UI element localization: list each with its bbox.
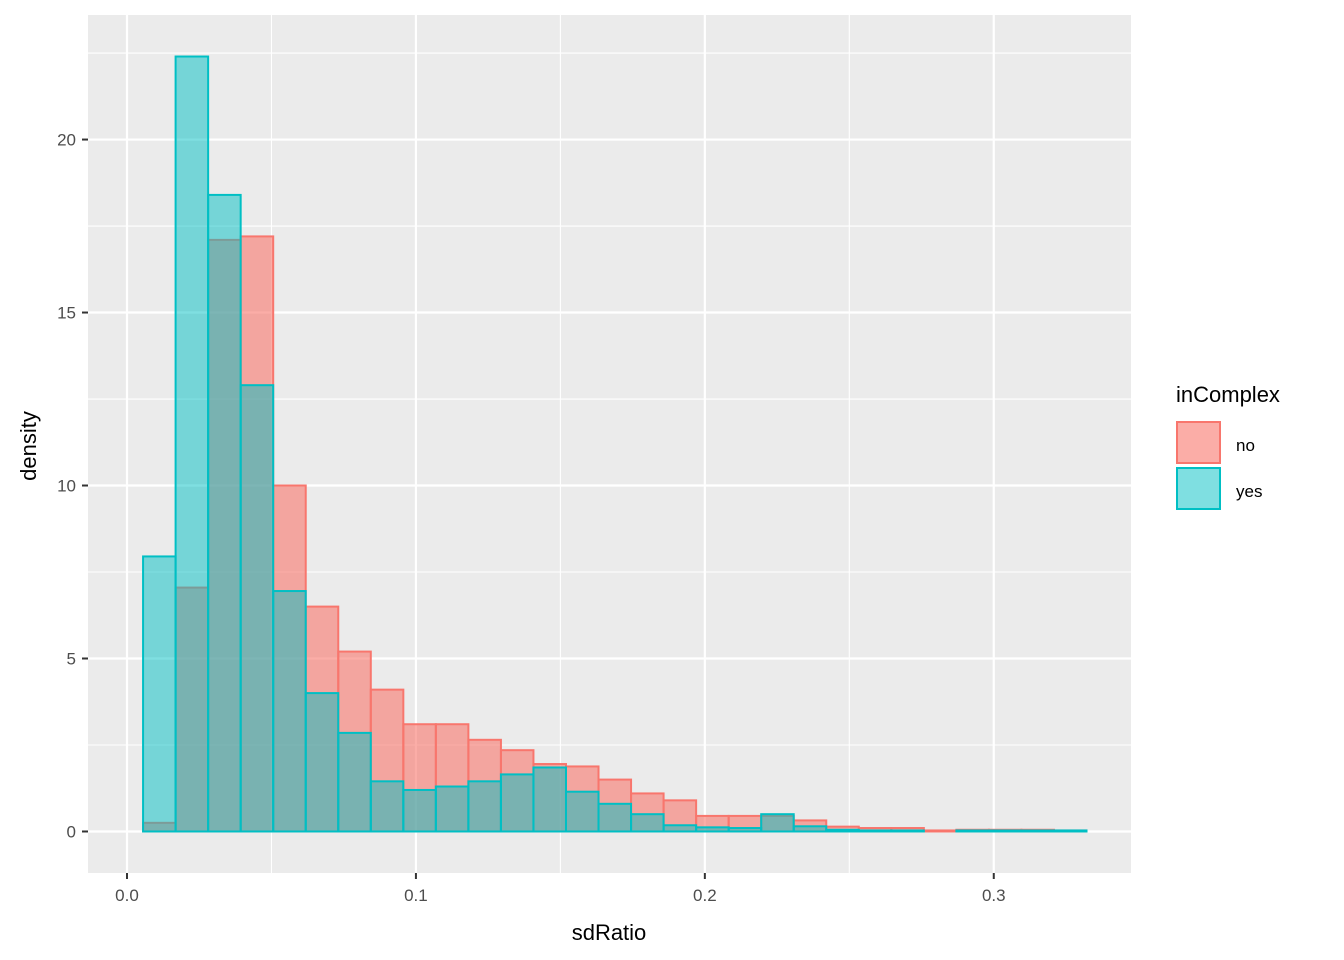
y-tick-label: 15: [57, 304, 76, 323]
bar-yes: [857, 829, 893, 833]
bar-yes: [207, 193, 242, 833]
bar-yes: [337, 731, 372, 833]
bar-yes: [142, 555, 177, 833]
bar-yes: [272, 590, 307, 833]
x-tick-label: 0.2: [693, 886, 717, 905]
legend-key-no: [1176, 421, 1221, 464]
bar-yes: [499, 773, 535, 833]
bar-yes: [434, 785, 470, 833]
bar-yes: [239, 384, 275, 833]
bar-yes: [304, 692, 340, 833]
y-axis: 0 5 10 15 20: [57, 131, 88, 841]
bar-yes: [727, 827, 763, 833]
bar-yes: [662, 824, 698, 833]
bar-yes: [467, 780, 502, 833]
bar-yes: [890, 829, 925, 833]
y-tick-label: 0: [67, 822, 76, 841]
bar-yes: [369, 780, 405, 833]
x-tick-label: 0.1: [404, 886, 428, 905]
x-axis-title: sdRatio: [572, 920, 647, 945]
legend-title: inComplex: [1176, 382, 1280, 407]
y-tick-label: 10: [57, 477, 76, 496]
bar-yes: [792, 825, 828, 833]
bar-yes: [597, 802, 633, 833]
bar-yes: [1020, 829, 1055, 833]
bar-yes: [760, 813, 795, 833]
x-axis: 0.0 0.1 0.2 0.3: [115, 873, 1006, 905]
bar-yes: [564, 790, 600, 833]
bar-yes: [402, 788, 437, 833]
bar-yes: [825, 828, 860, 833]
legend-label-no: no: [1236, 436, 1255, 455]
bar-yes: [630, 813, 665, 833]
bar-no: [922, 829, 958, 833]
x-tick-label: 0.3: [982, 886, 1006, 905]
y-tick-label: 5: [67, 650, 76, 669]
series-yes-bars: [142, 55, 1088, 833]
y-tick-label: 20: [57, 131, 76, 150]
y-axis-title: density: [16, 411, 41, 481]
legend: inComplex no yes: [1176, 382, 1280, 510]
bar-yes: [1052, 829, 1088, 833]
bar-yes: [174, 55, 210, 833]
bar-yes: [987, 829, 1023, 833]
legend-label-yes: yes: [1236, 482, 1262, 501]
bar-yes: [955, 829, 990, 833]
legend-key-yes: [1176, 467, 1221, 510]
x-tick-label: 0.0: [115, 886, 139, 905]
bar-yes: [695, 826, 730, 833]
bar-yes: [532, 766, 567, 833]
